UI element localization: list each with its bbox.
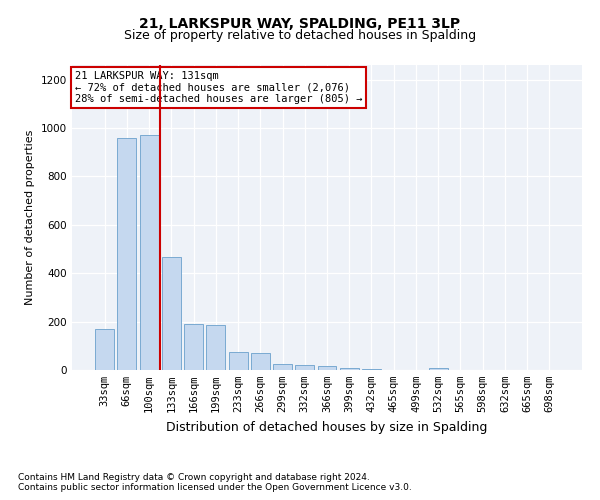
Bar	[362, 369, 381, 370]
Text: Contains public sector information licensed under the Open Government Licence v3: Contains public sector information licen…	[18, 484, 412, 492]
Bar	[295, 365, 314, 370]
Text: 21, LARKSPUR WAY, SPALDING, PE11 3LP: 21, LARKSPUR WAY, SPALDING, PE11 3LP	[139, 18, 461, 32]
Bar	[229, 352, 248, 370]
X-axis label: Distribution of detached houses by size in Spalding: Distribution of detached houses by size …	[166, 420, 488, 434]
Text: Contains HM Land Registry data © Crown copyright and database right 2024.: Contains HM Land Registry data © Crown c…	[18, 474, 370, 482]
Bar	[95, 329, 114, 370]
Bar	[184, 324, 203, 370]
Text: Size of property relative to detached houses in Spalding: Size of property relative to detached ho…	[124, 29, 476, 42]
Bar	[140, 135, 158, 370]
Bar	[317, 366, 337, 370]
Bar	[273, 364, 292, 370]
Y-axis label: Number of detached properties: Number of detached properties	[25, 130, 35, 305]
Bar	[206, 325, 225, 370]
Bar	[340, 368, 359, 370]
Bar	[251, 353, 270, 370]
Bar	[429, 368, 448, 370]
Bar	[118, 138, 136, 370]
Text: 21 LARKSPUR WAY: 131sqm
← 72% of detached houses are smaller (2,076)
28% of semi: 21 LARKSPUR WAY: 131sqm ← 72% of detache…	[74, 71, 362, 104]
Bar	[162, 258, 181, 370]
